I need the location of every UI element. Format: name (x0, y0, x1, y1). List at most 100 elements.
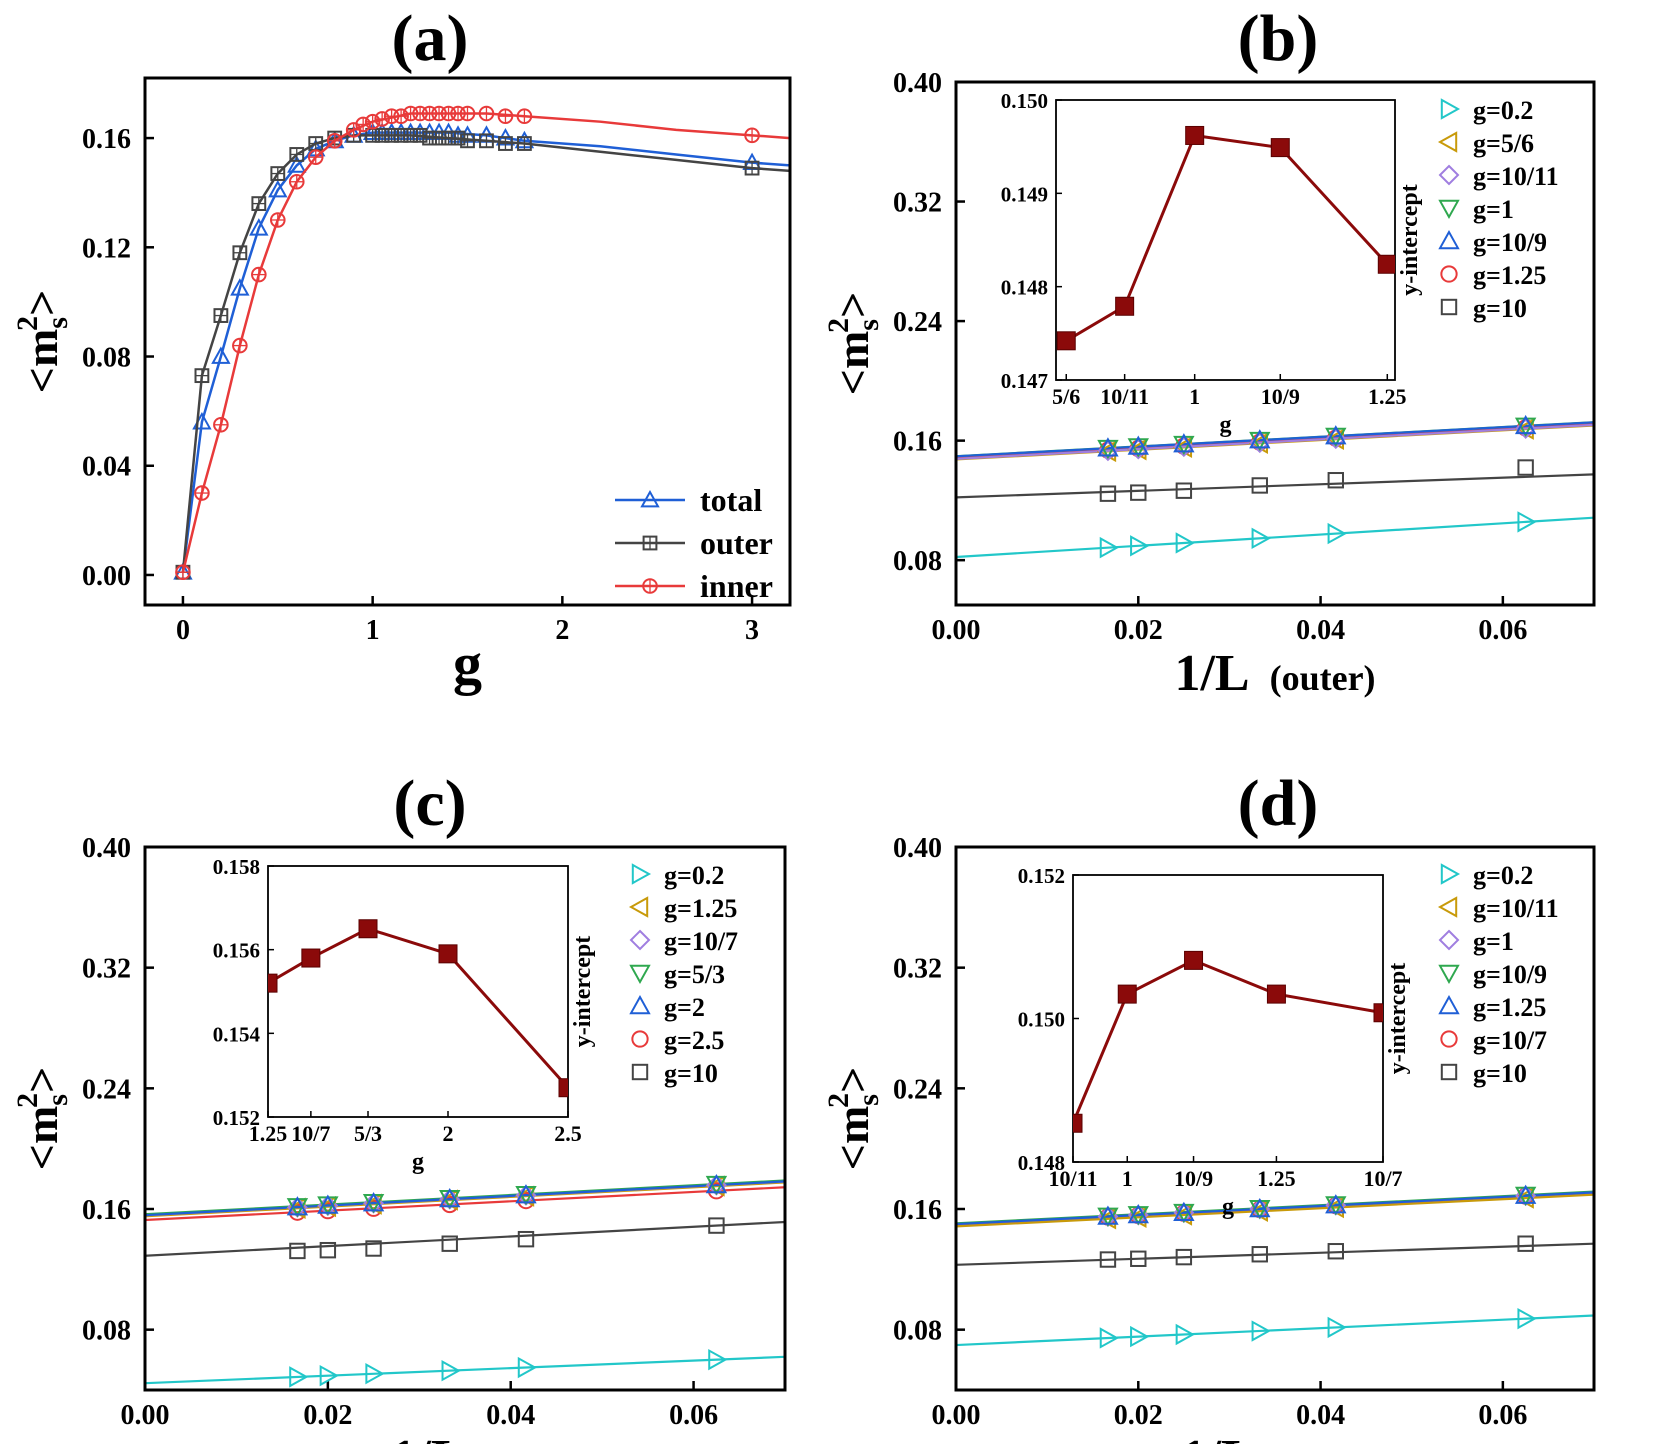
legend-marker (642, 535, 658, 551)
data-point (251, 266, 267, 283)
legend-label: g=10/9 (1473, 960, 1547, 989)
plot-area (173, 105, 790, 581)
panel-a: (a) 0 1 2 3 0.00 0.04 0.08 0.12 0.16 g <ms2> total ou… (11, 2, 792, 696)
legend-marker (631, 1030, 649, 1048)
data-point (1175, 1248, 1193, 1266)
y-axis-label: <ms2> (822, 1067, 885, 1170)
panel-c: (c) 0.00 0.02 0.04 0.06 0.08 0.16 0.24 0.32 0.40 1… (11, 767, 787, 1444)
y-tick-label: 0.08 (82, 343, 131, 374)
data-point (289, 147, 305, 162)
x-tick-label: 0.04 (1296, 615, 1345, 646)
y-axis-label: <ms2> (11, 1067, 74, 1170)
data-point (744, 127, 760, 144)
inset-y-tick-label: 0.148 (1018, 1151, 1065, 1175)
y-tick-label: 0.08 (82, 1316, 131, 1347)
legend-label: g=1.25 (664, 894, 737, 923)
y-tick-label: 0.40 (82, 833, 131, 864)
data-point (1097, 437, 1119, 457)
legend-marker (1438, 929, 1460, 951)
plot-area (956, 1184, 1594, 1349)
legend-label: g=10/9 (1473, 228, 1547, 257)
data-point (708, 1348, 728, 1371)
inset-data-point (1115, 296, 1135, 316)
inset-x-tick-label: 10/7 (1363, 1166, 1402, 1191)
x-axis-label: 1/L(in) (390, 1430, 539, 1444)
data-point (1251, 1320, 1271, 1342)
data-point (1099, 1251, 1117, 1268)
legend-label: g=2.5 (664, 1026, 724, 1055)
legend-marker (1440, 863, 1461, 885)
legend-label: g=10 (1473, 294, 1527, 323)
inset-frame (1072, 874, 1384, 1163)
legend-label: g=5/6 (1473, 129, 1534, 158)
data-point (1249, 429, 1271, 449)
data-point (1327, 522, 1347, 545)
inset-data-point (1056, 331, 1076, 351)
data-point (211, 346, 231, 364)
y-tick-label: 0.16 (893, 1195, 942, 1226)
data-point (1127, 1203, 1149, 1224)
panel-title: (c) (393, 767, 466, 840)
y-tick-label: 0.32 (82, 954, 131, 985)
inset-y-tick-label: 0.150 (1018, 1008, 1065, 1032)
legend-marker (629, 929, 651, 951)
legend-marker (1438, 229, 1460, 250)
y-tick-label: 0.08 (893, 546, 942, 577)
data-point (498, 136, 513, 151)
data-point (1175, 1323, 1195, 1346)
inset-d: 10/11 1 10/9 1.25 10/7 0.148 0.150 0.152 g y-inte… (1018, 864, 1411, 1220)
data-point (479, 133, 494, 149)
y-tick-label: 0.32 (893, 188, 942, 219)
inset-x-tick-label: 10/11 (1049, 1166, 1098, 1191)
inset-plot-area (1056, 125, 1395, 351)
inset-data-point (301, 948, 321, 968)
data-point (319, 1241, 337, 1259)
inset-x-tick-label: 10/7 (291, 1121, 330, 1146)
x-tick-label: 0.06 (669, 1400, 718, 1431)
legend-label: g=10 (1473, 1059, 1527, 1088)
legend-label: g=0.2 (1473, 96, 1533, 125)
legend-marker (1440, 98, 1461, 120)
y-tick-label: 0.24 (893, 307, 942, 338)
legend-label: total (700, 482, 762, 518)
legend-marker (631, 863, 652, 885)
legend-marker (642, 578, 658, 594)
data-point (1517, 511, 1537, 533)
data-point (194, 368, 210, 384)
fit-line-g=0.2 (956, 1314, 1594, 1347)
data-point (412, 127, 428, 143)
x-axis-label: g (453, 631, 482, 696)
inset-c: 1.25 10/7 5/3 2 2.5 0.152 0.154 0.156 0.158 g y-in… (213, 855, 596, 1175)
data-point (1097, 1205, 1119, 1225)
inset-data-point (1073, 1113, 1083, 1133)
x-axis-label: 1/L(total) (1180, 1430, 1369, 1444)
data-point (441, 1359, 461, 1382)
data-point (478, 105, 495, 122)
data-point (1130, 1325, 1150, 1348)
inset-x-tick-label: 10/11 (1100, 384, 1149, 409)
data-point (287, 155, 307, 173)
y-tick-label: 0.04 (82, 452, 131, 483)
data-point (1130, 535, 1150, 557)
inset-y-tick-label: 0.152 (1018, 864, 1065, 888)
inset-x-axis-label: g (412, 1149, 424, 1175)
legend-marker (1438, 199, 1460, 220)
data-point (517, 136, 532, 151)
inset-y-tick-label: 0.154 (213, 1022, 261, 1046)
series-line-outer (181, 134, 790, 573)
data-point (1175, 482, 1193, 499)
legend-label: g=5/3 (664, 960, 725, 989)
data-point (1130, 484, 1147, 501)
y-tick-label: 0.16 (893, 427, 942, 458)
y-tick-label: 0.32 (893, 954, 942, 985)
data-point (459, 105, 476, 122)
x-tick-label: 0.00 (932, 615, 981, 646)
legend-label: g=1 (1473, 195, 1514, 224)
x-tick-label: 0.02 (1114, 1400, 1163, 1431)
data-point (289, 1242, 306, 1260)
data-point (1325, 425, 1347, 445)
x-tick-label: 0.00 (932, 1400, 981, 1431)
data-point (1130, 1250, 1147, 1267)
inset-x-tick-label: 5/3 (354, 1121, 382, 1146)
